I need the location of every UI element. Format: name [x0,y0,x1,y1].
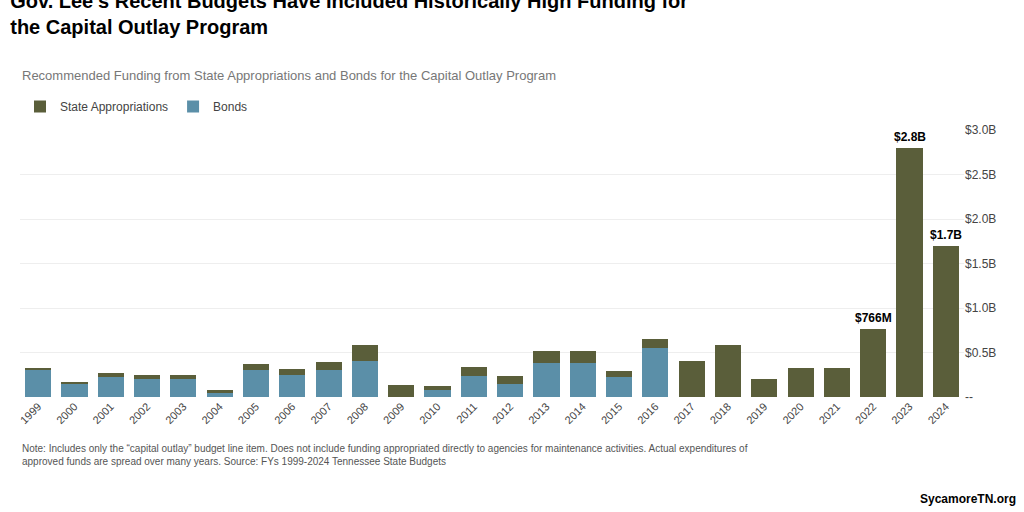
svg-text:2000: 2000 [54,400,80,426]
svg-text:2016: 2016 [635,400,661,426]
svg-text:2015: 2015 [599,400,625,426]
svg-text:2024: 2024 [925,400,951,426]
svg-text:2003: 2003 [163,400,189,426]
svg-text:State Appropriations: State Appropriations [60,100,168,114]
svg-text:2010: 2010 [417,400,443,426]
svg-text:$2.8B: $2.8B [894,130,926,144]
svg-text:Note: Includes only the “capit: Note: Includes only the “capital outlay”… [22,443,748,467]
svg-text:2019: 2019 [744,400,770,426]
svg-text:2022: 2022 [853,400,879,426]
svg-text:--: -- [965,390,973,404]
svg-text:2008: 2008 [344,400,370,426]
svg-text:2021: 2021 [816,400,842,426]
svg-text:$1.7B: $1.7B [930,228,962,242]
svg-text:2020: 2020 [780,400,806,426]
svg-text:2017: 2017 [671,400,697,426]
svg-text:SycamoreTN.org: SycamoreTN.org [920,492,1016,506]
svg-text:2018: 2018 [708,400,734,426]
svg-text:2012: 2012 [490,400,516,426]
svg-text:2013: 2013 [526,400,552,426]
svg-text:$0.5B: $0.5B [965,346,996,360]
svg-text:2006: 2006 [272,400,298,426]
svg-text:$1.5B: $1.5B [965,257,996,271]
svg-text:Bonds: Bonds [213,100,247,114]
svg-text:Gov. Lee’s Recent Budgets Have: Gov. Lee’s Recent Budgets Have Included … [10,0,688,38]
svg-text:2011: 2011 [454,400,479,425]
svg-text:Recommended Funding from State: Recommended Funding from State Appropria… [22,68,556,83]
svg-text:$2.5B: $2.5B [965,168,996,182]
svg-text:$766M: $766M [855,311,892,325]
svg-text:2005: 2005 [236,400,262,426]
svg-text:2001: 2001 [90,400,116,426]
svg-text:2002: 2002 [127,400,153,426]
svg-text:2014: 2014 [562,400,588,426]
svg-text:$3.0B: $3.0B [965,123,996,137]
svg-text:2007: 2007 [308,400,334,426]
svg-text:$1.0B: $1.0B [965,301,996,315]
svg-text:1999: 1999 [18,400,44,426]
svg-text:2004: 2004 [199,400,225,426]
svg-text:$2.0B: $2.0B [965,212,996,226]
svg-text:2023: 2023 [889,400,915,426]
svg-text:2009: 2009 [381,400,407,426]
